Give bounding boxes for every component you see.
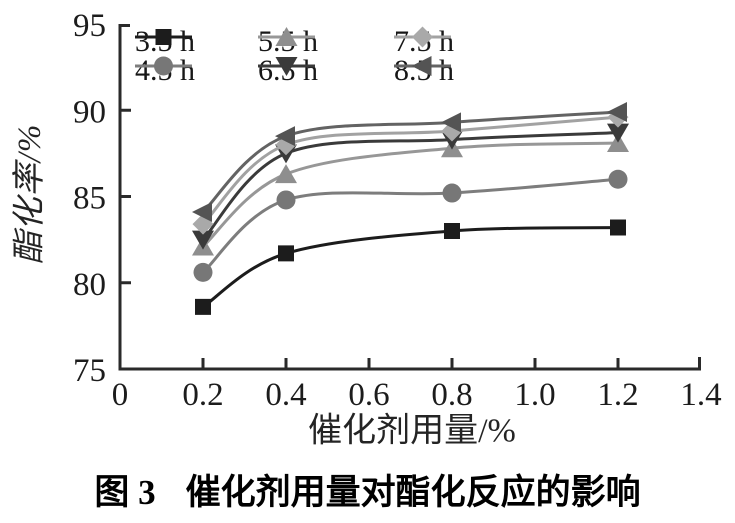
legend-marker-triangle-up-icon bbox=[258, 27, 315, 46]
y-axis-title: 酯化率/% bbox=[12, 123, 48, 265]
legend-marker-triangle-left-icon bbox=[394, 56, 451, 76]
y-tick-label: 90 bbox=[73, 94, 106, 130]
figure-number: 图 3 bbox=[94, 473, 156, 512]
series-6.5h-marker-0.2 bbox=[192, 230, 214, 250]
y-tick-label: 75 bbox=[73, 353, 106, 389]
legend-marker-circle-icon bbox=[135, 56, 192, 76]
series-3.5h-marker-1.2 bbox=[610, 219, 626, 236]
legend-marker-glyph bbox=[275, 27, 298, 46]
legend-marker-triangle-down-icon bbox=[258, 57, 315, 76]
legend-item-3.5h: 3.5 h bbox=[135, 25, 195, 59]
series-4.5h-marker-0.4 bbox=[276, 190, 296, 210]
axes bbox=[118, 24, 701, 371]
series-4.5h-marker-0.8 bbox=[442, 183, 462, 203]
series-3.5h-marker-0.2 bbox=[195, 298, 211, 315]
series-8.5h-marker-1.2 bbox=[607, 101, 627, 122]
chart-plot-area: 75 80 85 90 95 0 0.2 0.4 0.6 0.8 1.0 1.2 1.4 bbox=[73, 8, 722, 413]
series-4.5h-marker-0.2 bbox=[193, 262, 213, 282]
series-3.5h-marker-0.4 bbox=[278, 245, 294, 262]
y-tick-label: 80 bbox=[73, 267, 106, 303]
series-8.5h-marker-0.4 bbox=[275, 126, 295, 147]
x-tick-label: 0.8 bbox=[431, 377, 472, 413]
series-8.5h-marker-0.2 bbox=[192, 202, 212, 223]
series-line-3.5h bbox=[202, 226, 619, 309]
x-axis-title: 催化剂用量/% bbox=[308, 412, 516, 450]
x-tick-label: 1.4 bbox=[680, 377, 721, 413]
series-3.5h-marker-0.8 bbox=[444, 223, 460, 239]
series-6.5h-marker-1.2 bbox=[607, 123, 629, 143]
series-4.5h-marker-1.2 bbox=[608, 169, 628, 189]
figure-title: 催化剂用量对酯化反应的影响 bbox=[185, 473, 641, 512]
series-5.5h-marker-0.4 bbox=[275, 164, 297, 184]
y-tick-label: 85 bbox=[73, 181, 106, 217]
legend-marker-glyph bbox=[412, 26, 433, 48]
legend-marker-glyph bbox=[155, 29, 172, 45]
x-tick-label: 0.6 bbox=[348, 377, 389, 413]
series-line-6.5h bbox=[201, 131, 619, 241]
series-line-7.5h bbox=[201, 115, 619, 226]
series-line-5.5h bbox=[201, 141, 619, 248]
figure-caption: 图 3 催化剂用量对酯化反应的影响 bbox=[0, 464, 735, 515]
legend-item-7.5h: 7.5 h bbox=[394, 25, 454, 59]
x-tick-label: 0.2 bbox=[182, 377, 223, 413]
legend-marker-diamond-icon bbox=[394, 26, 451, 48]
legend-marker-glyph bbox=[275, 57, 298, 76]
legend-item-4.5h: 4.5 h bbox=[135, 54, 195, 88]
legend-marker-glyph bbox=[411, 56, 432, 76]
legend-item-5.5h: 5.5 h bbox=[258, 25, 318, 59]
legend-item-8.5h: 8.5 h bbox=[394, 54, 454, 88]
legend-marker-square-icon bbox=[135, 29, 192, 45]
series-line-4.5h bbox=[201, 177, 619, 274]
legend-marker-glyph bbox=[154, 56, 173, 76]
x-tick-label: 1.0 bbox=[514, 377, 555, 413]
x-tick-label: 0 bbox=[112, 377, 129, 413]
series-line-8.5h bbox=[201, 110, 619, 214]
y-tick-label: 95 bbox=[73, 8, 106, 44]
x-tick-label: 1.2 bbox=[597, 377, 638, 413]
legend-item-6.5h: 6.5 h bbox=[258, 54, 318, 88]
series-8.5h-marker-0.8 bbox=[441, 112, 461, 133]
x-tick-label: 0.4 bbox=[265, 377, 306, 413]
